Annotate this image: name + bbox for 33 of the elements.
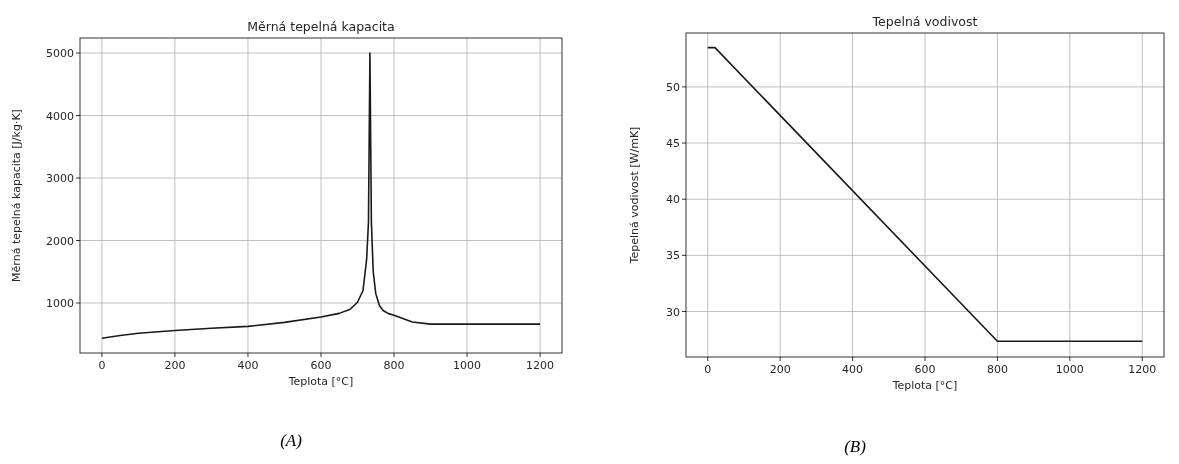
chart-title: Tepelná vodivost [871, 14, 978, 29]
y-tick-label: 2000 [46, 234, 74, 248]
y-tick-label: 3000 [46, 172, 74, 185]
line-series [101, 52, 541, 340]
x-tick-label: 200 [769, 363, 791, 376]
y-axis-title: Tepelná vodivost [W/mK] [628, 126, 641, 265]
y-tick-label: 50 [666, 80, 680, 94]
y-tick-label: 5000 [46, 47, 74, 60]
x-tick-label: 0 [704, 363, 712, 376]
x-tick-label: 400 [237, 359, 259, 372]
y-tick-label: 30 [666, 305, 680, 319]
x-tick-label: 600 [310, 359, 332, 372]
x-axis-title: Teplota [°C] [287, 375, 354, 388]
y-axis-title: Měrná tepelná kapacita [J/kg·K] [10, 109, 23, 282]
x-tick-label: 0 [98, 359, 106, 372]
x-tick-label: 800 [986, 363, 1008, 376]
x-tick-label: 1200 [526, 359, 555, 372]
y-tick-label: 45 [666, 137, 680, 151]
x-tick-label: 1000 [453, 359, 482, 372]
x-tick-label: 200 [164, 359, 186, 372]
y-tick-label: 40 [666, 193, 680, 207]
x-tick-label: 400 [842, 363, 864, 376]
y-tick-label: 35 [666, 249, 680, 263]
y-tick-label: 1000 [46, 297, 74, 310]
text: (B) [844, 437, 867, 456]
x-tick-label: 1200 [1128, 363, 1157, 376]
text: (A) [280, 431, 303, 450]
y-tick-label: 4000 [46, 109, 74, 123]
x-tick-label: 800 [383, 359, 405, 372]
x-tick-label: 600 [914, 363, 936, 376]
chart-title: Měrná tepelná kapacita [247, 19, 395, 34]
x-axis-title: Teplota [°C] [891, 379, 958, 392]
x-tick-label: 1000 [1055, 363, 1084, 376]
